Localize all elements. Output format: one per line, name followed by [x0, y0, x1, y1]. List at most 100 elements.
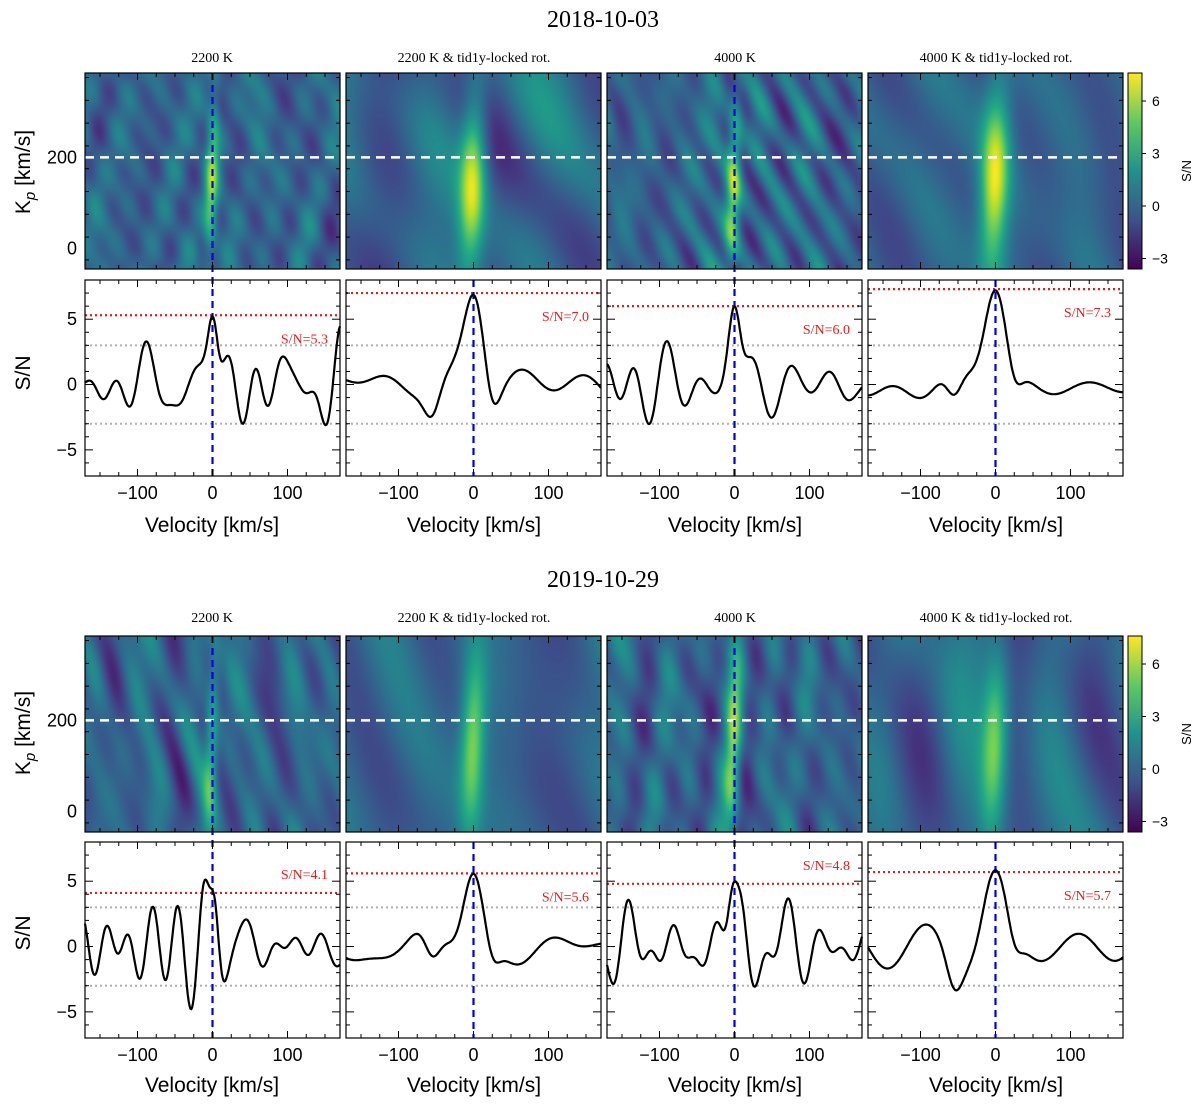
y-tick-label: −5 — [56, 1002, 77, 1022]
x-tick-label: 100 — [1055, 483, 1085, 503]
kp-heatmap — [346, 636, 601, 832]
velocity-axis-label: Velocity [km/s] — [668, 1074, 802, 1097]
colorbar-2: S/N −3 0 3 6 — [1127, 635, 1194, 833]
x-tick-label: 100 — [272, 483, 302, 503]
axis-ticks: −100 0 100 — [346, 73, 601, 503]
velocity-axis-label: Velocity [km/s] — [145, 514, 279, 537]
colorbar-tick-label: −3 — [1152, 251, 1168, 267]
sn-value-label: S/N=7.3 — [1064, 306, 1111, 321]
colorbar-label: S/N — [1179, 723, 1194, 745]
axis-ticks: −100 0 100 — [868, 636, 1123, 1065]
x-tick-label: 0 — [729, 483, 739, 503]
sn-curve — [605, 880, 864, 988]
axis-ticks: −100 0 100 0 200 −5 0 5 — [47, 73, 340, 503]
x-tick-label: 100 — [272, 1045, 302, 1065]
kp-axis-label: Kp [km/s] — [12, 130, 39, 214]
sn-curve — [606, 305, 863, 426]
y-tick-label: 200 — [47, 710, 77, 730]
x-tick-label: −100 — [117, 483, 158, 503]
x-tick-label: 0 — [990, 1045, 1000, 1065]
kp-heatmap — [346, 73, 601, 269]
colorbar-tick-label: 0 — [1152, 761, 1160, 777]
panel: S/N=4.1 −100 0 100 0 200 −5 0 5 — [47, 635, 341, 1065]
sn-curve — [867, 869, 1124, 992]
x-tick-label: −100 — [639, 1045, 680, 1065]
colorbar-ticks: −3 0 3 6 — [1142, 93, 1168, 267]
panel-title: 2200 K — [191, 51, 233, 66]
y-tick-label: 0 — [67, 937, 77, 957]
y-tick-label: 0 — [67, 238, 77, 258]
x-tick-label: 0 — [207, 483, 217, 503]
x-tick-label: −100 — [378, 483, 419, 503]
velocity-axis-label: Velocity [km/s] — [407, 1074, 541, 1097]
x-tick-label: −100 — [639, 483, 680, 503]
panel-titles: 2200 K 2200 K & tid1y-locked rot. 4000 K… — [191, 51, 1072, 626]
row-title-2: 2019-10-29 — [547, 567, 659, 593]
colorbar-label: S/N — [1179, 160, 1194, 182]
panel: S/N=5.6 −100 0 100 — [345, 635, 602, 1065]
velocity-axis-label: Velocity [km/s] — [407, 514, 541, 537]
x-tick-label: 100 — [533, 1045, 563, 1065]
x-tick-label: −100 — [900, 1045, 941, 1065]
panel: S/N=7.3 −100 0 100 — [867, 72, 1124, 503]
y-tick-label: 5 — [67, 871, 77, 891]
panel-title: 2200 K & tid1y-locked rot. — [398, 611, 551, 626]
colorbar-tick-label: 3 — [1152, 146, 1160, 162]
sn-axis-label: S/N — [12, 915, 35, 950]
panel-title: 2200 K — [191, 611, 233, 626]
axis-ticks: −100 0 100 — [868, 73, 1123, 503]
x-tick-label: 100 — [1055, 1045, 1085, 1065]
x-tick-label: 0 — [468, 1045, 478, 1065]
x-tick-label: 100 — [533, 483, 563, 503]
sn-curve — [84, 315, 342, 427]
colorbar-tick-label: 3 — [1152, 709, 1160, 725]
x-tick-label: 0 — [207, 1045, 217, 1065]
sn-curve — [83, 878, 341, 1011]
velocity-axis-labels: Velocity [km/s] Velocity [km/s] Velocity… — [145, 514, 1063, 1097]
velocity-axis-label: Velocity [km/s] — [668, 514, 802, 537]
x-tick-label: −100 — [378, 1045, 419, 1065]
colorbar-tick-label: 6 — [1152, 93, 1160, 109]
velocity-axis-label: Velocity [km/s] — [929, 1074, 1063, 1097]
panel-title: 2200 K & tid1y-locked rot. — [398, 51, 551, 66]
sn-value-label: S/N=5.3 — [281, 332, 328, 347]
colorbar-tick-label: −3 — [1152, 814, 1168, 830]
x-tick-label: −100 — [117, 1045, 158, 1065]
y-tick-label: −5 — [56, 440, 77, 460]
sn-value-label: S/N=6.0 — [803, 323, 850, 338]
panel-title: 4000 K — [714, 611, 756, 626]
sn-value-label: S/N=7.0 — [542, 310, 589, 325]
sn-value-label: S/N=4.8 — [803, 859, 850, 874]
y-tick-label: 0 — [67, 375, 77, 395]
colorbar-gradient — [1127, 72, 1143, 270]
panel: S/N=5.7 −100 0 100 — [867, 635, 1124, 1065]
panel: S/N=7.0 −100 0 100 — [345, 72, 602, 503]
axis-ticks: −100 0 100 — [607, 636, 862, 1065]
sn-axis-label: S/N — [12, 355, 35, 390]
row-title-1: 2018-10-03 — [547, 7, 659, 33]
panel: S/N=5.3 −100 0 100 0 200 −5 0 5 — [47, 72, 342, 503]
x-tick-label: −100 — [900, 483, 941, 503]
kp-heatmap — [868, 73, 1123, 269]
y-tick-label: 0 — [67, 801, 77, 821]
colorbar-tick-label: 0 — [1152, 198, 1160, 214]
panel: S/N=6.0 −100 0 100 — [606, 72, 863, 503]
x-tick-label: 0 — [729, 1045, 739, 1065]
panel-title: 4000 K & tid1y-locked rot. — [920, 51, 1073, 66]
panel-title: 4000 K & tid1y-locked rot. — [920, 611, 1073, 626]
kp-heatmap — [868, 636, 1123, 832]
x-tick-label: 0 — [990, 483, 1000, 503]
axis-ticks: −100 0 100 — [346, 636, 601, 1065]
axis-ticks: −100 0 100 0 200 −5 0 5 — [47, 636, 340, 1065]
colorbar-1: S/N −3 0 3 6 — [1127, 72, 1194, 270]
x-tick-label: 100 — [794, 1045, 824, 1065]
x-tick-label: 100 — [794, 483, 824, 503]
panel: S/N=4.8 −100 0 100 — [605, 635, 864, 1065]
sn-value-label: S/N=5.7 — [1064, 889, 1111, 904]
sn-value-label: S/N=5.6 — [542, 890, 589, 905]
colorbar-ticks: −3 0 3 6 — [1142, 656, 1168, 830]
sn-curve — [867, 289, 1124, 400]
axis-ticks: −100 0 100 — [607, 73, 862, 503]
